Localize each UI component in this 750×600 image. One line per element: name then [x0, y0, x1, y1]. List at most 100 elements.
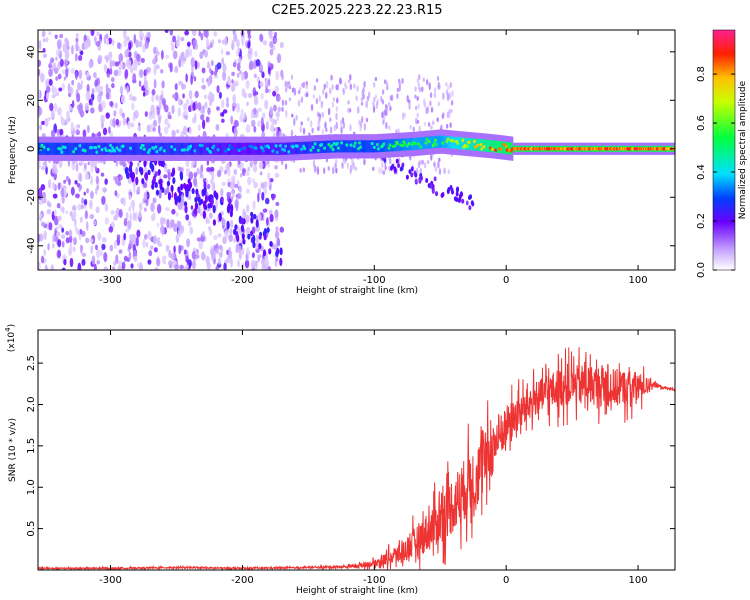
spectrogram-cell — [463, 137, 465, 150]
spectrogram-cell — [258, 234, 262, 240]
spectrogram-cell — [125, 228, 130, 233]
spectrogram-cell — [335, 158, 338, 164]
spectrogram-cell — [232, 105, 235, 112]
spectrogram-cell — [405, 144, 410, 148]
spectrogram-cell — [213, 31, 218, 37]
spectrogram-cell — [347, 107, 350, 113]
spectrogram-cell — [366, 95, 370, 102]
spectrogram-cell — [221, 118, 225, 123]
spectrogram-cell — [210, 248, 215, 257]
spectrogram-cell — [188, 89, 193, 100]
spectrogram-cell — [244, 170, 250, 177]
spectrogram-cell — [253, 73, 257, 79]
spectrogram-cell — [416, 112, 420, 118]
spectrogram-cell — [102, 127, 108, 136]
spectrogram-cell — [152, 175, 156, 183]
spectrogram-cell — [99, 85, 104, 91]
spectrogram-cell — [335, 84, 338, 91]
spectrogram-cell — [203, 94, 208, 99]
snr-panel: -300 -200 -100 0 100 0.5 1.0 1.5 2.0 2.5 Height … — [4, 324, 676, 596]
spectrogram-cell — [469, 194, 473, 200]
spectrogram-cell — [310, 141, 312, 154]
spectrogram-cell — [80, 142, 82, 155]
spectrogram-cell — [186, 238, 191, 248]
spectrogram-cell — [94, 146, 98, 150]
spectrogram-cell — [252, 63, 256, 70]
spectrogram-cell — [465, 200, 469, 206]
spectrogram-cell — [274, 32, 278, 38]
spectrogram-cell — [342, 121, 346, 129]
spectrogram-cell — [490, 140, 493, 153]
spectrogram-cell — [253, 91, 259, 96]
spectrogram-cell — [375, 140, 378, 153]
spectrogram-cell — [247, 176, 252, 186]
spectrogram-cell — [205, 217, 210, 224]
spectrogram-cell — [92, 142, 95, 155]
spectrogram-cell — [239, 70, 242, 75]
spectrogram-cell — [105, 56, 109, 63]
spectrogram-cell — [68, 142, 71, 155]
spectrogram-cell — [245, 214, 250, 223]
spectrogram-cell — [207, 107, 211, 115]
spectrogram-cell — [149, 160, 153, 169]
spectrogram-cell — [319, 140, 322, 154]
spectrogram-cell — [255, 219, 259, 228]
spectrogram-cell — [247, 166, 250, 172]
spectrogram-cell — [139, 261, 143, 270]
spectrogram-cell — [132, 72, 137, 83]
spectrogram-cell — [155, 142, 157, 155]
spectrogram-cell — [450, 109, 453, 114]
spectrogram-cell — [113, 149, 117, 153]
spectrogram-cell — [74, 147, 78, 151]
spectrogram-cell — [414, 105, 418, 111]
spectrogram-cell — [57, 249, 61, 258]
spectrogram-cell — [74, 53, 78, 62]
snr-y-multiplier: (x104) — [4, 324, 17, 352]
spectrogram-cell — [101, 195, 106, 205]
spectrogram-cell — [104, 217, 110, 225]
spectrogram-cell — [439, 135, 442, 148]
spectrogram-cell — [96, 132, 102, 137]
spectrogram-cell — [177, 107, 182, 117]
spectrogram-cell — [211, 171, 215, 181]
spectrogram-cell — [309, 141, 311, 154]
spectrogram-cell — [65, 59, 69, 65]
spectrogram-cell — [345, 143, 349, 147]
spectrogram-cell — [204, 101, 208, 109]
spectrogram-cell — [71, 142, 74, 155]
spectrogram-cell — [226, 101, 229, 108]
spectrogram-cell — [75, 162, 79, 172]
spectrogram-cell — [255, 234, 259, 243]
spectrogram-cell — [108, 142, 111, 155]
spectrogram-cell — [45, 85, 51, 93]
spectrogram-cell — [156, 203, 162, 214]
spectrogram-y-label: Frequency (Hz) — [8, 116, 18, 184]
spectrogram-cell — [349, 83, 353, 91]
spectrogram-cell — [161, 80, 165, 89]
spectrogram-cell — [60, 187, 65, 198]
spectrogram-cell — [425, 137, 430, 142]
spectrogram-cell — [271, 142, 273, 155]
spectrogram-cell — [347, 79, 351, 84]
spectrogram-cell — [355, 95, 358, 102]
spectrogram-cell — [115, 118, 119, 126]
spectrogram-cell — [60, 115, 63, 123]
spectrogram-cell — [419, 145, 423, 149]
spectrogram-cell — [290, 142, 292, 155]
spectrogram-cell — [298, 87, 302, 92]
spectrogram-cell — [399, 166, 403, 172]
spectrogram-cell — [133, 33, 137, 44]
spectrogram-cell — [349, 73, 352, 81]
spectrogram-cell — [199, 51, 204, 60]
spectrogram-cell — [100, 172, 105, 177]
colorbar-tick-label: 0.0 — [696, 262, 707, 278]
spectrogram-cell — [479, 143, 483, 147]
spectrogram-cell — [284, 144, 288, 148]
spectrogram-cell — [426, 105, 429, 114]
spectrogram-cell — [233, 33, 238, 42]
spectrogram-cell — [90, 190, 94, 200]
spectrogram-cell — [85, 237, 90, 244]
spectrogram-cell — [420, 137, 423, 150]
spectrogram-cell — [89, 214, 95, 220]
spectrogram-cell — [438, 83, 441, 90]
